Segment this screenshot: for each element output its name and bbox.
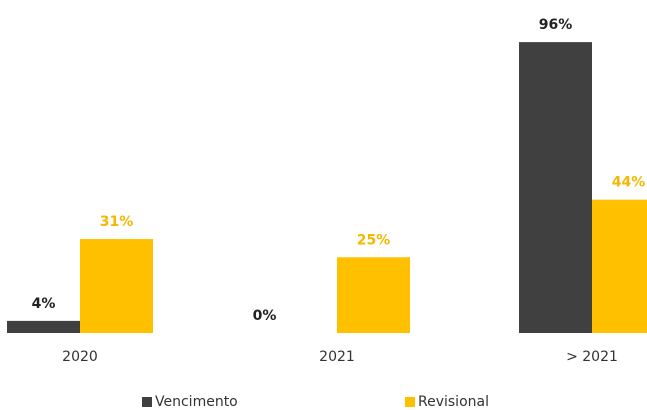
legend-label: Vencimento: [155, 394, 238, 410]
value-label: 0%: [253, 308, 277, 324]
legend-label: Revisional: [418, 394, 489, 410]
bar: [592, 199, 647, 333]
value-label: 31%: [100, 214, 134, 230]
x-tick-label: 2020: [62, 349, 98, 365]
value-label: 25%: [357, 232, 391, 248]
bar: [7, 320, 80, 333]
value-label: 44%: [612, 175, 646, 191]
x-tick-label: > 2021: [566, 349, 618, 365]
legend-swatch: [405, 397, 415, 407]
bar: [337, 257, 410, 333]
value-label: 4%: [32, 296, 56, 312]
value-label: 96%: [539, 17, 573, 33]
x-tick-label: 2021: [319, 349, 355, 365]
legend-swatch: [142, 397, 152, 407]
bar: [80, 239, 153, 333]
bar: [519, 42, 592, 334]
